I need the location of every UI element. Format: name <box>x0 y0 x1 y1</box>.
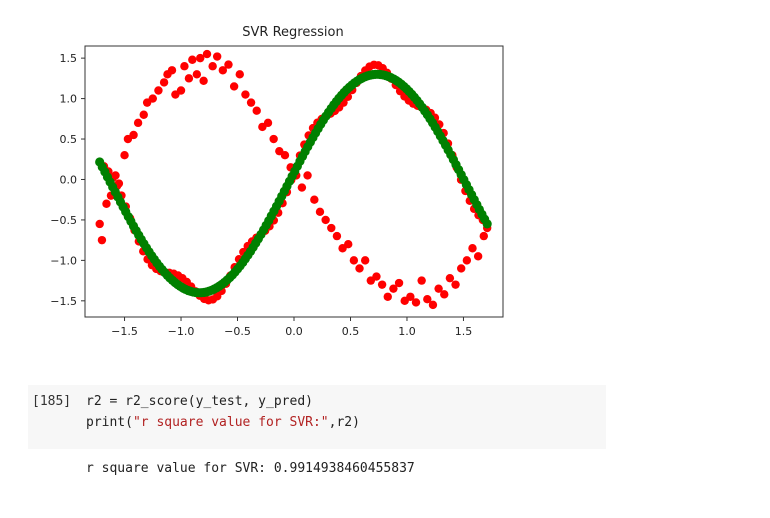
x-tick-label: −1.0 <box>168 325 195 338</box>
x-tick-label: −1.5 <box>111 325 138 338</box>
actual-point <box>440 290 449 299</box>
actual-point <box>199 76 208 85</box>
actual-point <box>315 207 325 217</box>
code-cell[interactable]: [185] r2 = r2_score(y_test, y_pred) prin… <box>28 385 606 449</box>
actual-point <box>332 231 342 241</box>
actual-point <box>394 278 404 288</box>
actual-point <box>188 55 197 64</box>
actual-point <box>479 231 488 241</box>
y-tick-label: 1.0 <box>60 93 78 106</box>
y-tick-label: 0.5 <box>60 133 78 146</box>
actual-point <box>252 106 261 115</box>
actual-point <box>355 264 364 273</box>
actual-point <box>423 295 432 304</box>
predicted-point <box>482 219 492 229</box>
actual-point <box>383 292 392 301</box>
code-line-1[interactable]: r2 = r2_score(y_test, y_pred) <box>86 394 313 409</box>
actual-point <box>120 151 129 160</box>
actual-point <box>212 52 222 61</box>
actual-point <box>377 280 387 289</box>
actual-point <box>180 62 189 71</box>
actual-point <box>310 195 319 204</box>
x-tick-label: −0.5 <box>224 325 251 338</box>
actual-point <box>95 219 104 229</box>
actual-point <box>303 171 312 180</box>
actual-point <box>473 252 483 261</box>
x-tick-label: 0.5 <box>342 325 360 338</box>
actual-point <box>202 49 212 59</box>
actual-point <box>208 62 217 71</box>
actual-point <box>159 78 169 87</box>
actual-point <box>263 118 273 128</box>
actual-point <box>133 118 143 128</box>
predicted-points-series <box>95 69 492 298</box>
actual-point <box>297 183 307 192</box>
actual-point <box>321 215 330 225</box>
actual-point <box>102 199 111 208</box>
actual-point <box>349 256 359 265</box>
actual-point <box>167 66 177 75</box>
x-axis: −1.5 −1.0 −0.5 0.0 0.5 1.0 1.5 <box>111 317 472 338</box>
x-tick-label: 1.0 <box>398 325 416 338</box>
chart-title: SVR Regression <box>242 25 343 40</box>
actual-point <box>451 280 460 289</box>
code-print-args: ,r2) <box>328 415 360 430</box>
actual-point <box>269 134 278 144</box>
actual-point <box>246 98 256 107</box>
cell-output: r square value for SVR: 0.99149384604558… <box>86 461 415 476</box>
actual-point <box>462 256 472 265</box>
actual-point <box>406 292 415 301</box>
y-axis: 1.5 1.0 0.5 0.0 −0.5 −1.0 −1.5 <box>50 52 85 308</box>
y-tick-label: −1.0 <box>50 254 77 267</box>
actual-point <box>241 90 250 99</box>
cell-prompt: [185] <box>32 394 72 409</box>
actual-point <box>417 276 426 285</box>
actual-point <box>139 110 148 119</box>
actual-point <box>372 272 381 281</box>
actual-point <box>468 244 477 253</box>
actual-point <box>280 151 290 160</box>
actual-point <box>445 273 455 283</box>
actual-point <box>224 60 233 69</box>
actual-point <box>176 86 186 95</box>
actual-point <box>218 66 228 75</box>
actual-point <box>434 284 443 293</box>
code-line-2[interactable]: print("r square value for SVR:",r2) <box>86 415 360 430</box>
code-string-literal: "r square value for SVR:" <box>132 415 329 430</box>
actual-point <box>148 94 157 103</box>
x-tick-label: 0.0 <box>285 325 303 338</box>
actual-point <box>196 53 205 63</box>
actual-point <box>327 223 336 233</box>
actual-point <box>457 264 466 273</box>
actual-point <box>411 298 421 307</box>
actual-point <box>344 239 353 249</box>
actual-point <box>389 284 398 293</box>
x-tick-label: 1.5 <box>455 325 473 338</box>
actual-point <box>229 82 239 91</box>
actual-point <box>129 130 138 140</box>
actual-point <box>192 70 202 79</box>
y-tick-label: 1.5 <box>60 52 78 65</box>
code-print-call: print( <box>86 415 133 430</box>
actual-point <box>154 86 163 95</box>
actual-point <box>184 74 194 83</box>
actual-point <box>360 256 370 265</box>
chart-figure: SVR Regression 1.5 1.0 0.5 0.0 −0.5 −1.0 −1.5 … <box>0 0 540 350</box>
actual-point <box>97 235 107 245</box>
scatter-chart: SVR Regression 1.51.00.50.0−0.5−1.0−1.5 … <box>50 25 504 338</box>
actual-point <box>428 300 438 310</box>
y-tick-label: 0.0 <box>60 173 78 186</box>
y-tick-label: −1.5 <box>50 295 77 308</box>
actual-point <box>235 70 244 79</box>
y-tick-label: −0.5 <box>50 214 77 227</box>
